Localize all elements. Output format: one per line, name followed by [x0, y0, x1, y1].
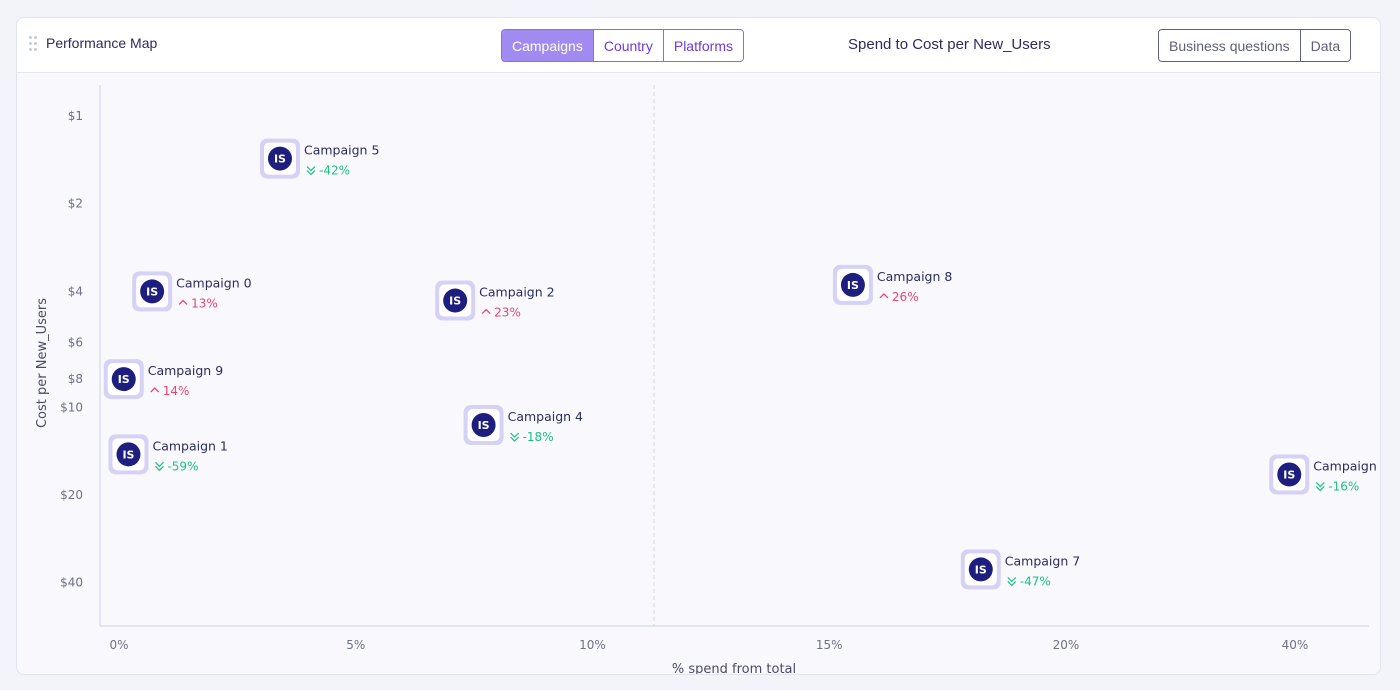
point-label: Campaign 8 [877, 269, 952, 284]
business-questions-button[interactable]: Business questions [1159, 30, 1301, 61]
point-delta: 14% [163, 384, 190, 398]
arrow-down-icon [306, 166, 316, 176]
data-point[interactable]: IS Campaign 5 -42% [259, 138, 379, 179]
campaign-logo-icon [116, 442, 141, 467]
x-tick-label: 40% [1282, 638, 1309, 652]
point-delta: 26% [892, 290, 919, 304]
chart-area: 0% 5% 10% 15% 20% 40% $1 $2 $4 $6 $8 $10 $20 $40 % spe… [17, 73, 1380, 674]
campaign-logo-icon [267, 146, 292, 171]
y-axis-label: Cost per New_Users [35, 298, 50, 428]
data-point[interactable]: IS Campaign 1 -59% [108, 434, 228, 475]
y-tick-label: $40 [60, 576, 83, 590]
point-label: Campaign 5 [304, 143, 379, 158]
data-point[interactable]: IS Campaign 7 -47% [960, 549, 1080, 590]
x-axis-label: % spend from total [672, 662, 796, 674]
campaign-logo-icon [140, 279, 165, 304]
point-delta: 13% [191, 296, 218, 310]
campaign-logo-text: IS [122, 448, 134, 461]
arrow-down-icon [510, 432, 520, 442]
campaign-logo-text: IS [975, 563, 987, 576]
campaign-logo-text: IS [449, 295, 461, 308]
arrow-up-icon [879, 292, 889, 299]
point-delta: -16% [1328, 479, 1359, 493]
data-point[interactable]: IS Campaign 8 26% [832, 264, 952, 305]
campaign-logo-icon [968, 557, 993, 582]
y-tick-label: $8 [68, 372, 83, 386]
point-delta: -59% [167, 459, 198, 473]
y-tick-label: $1 [68, 109, 83, 123]
x-tick-label: 15% [816, 638, 843, 652]
scatter-chart: 0% 5% 10% 15% 20% 40% $1 $2 $4 $6 $8 $10 $20 $40 % spe… [35, 85, 1380, 674]
point-label: Campaign 0 [176, 275, 251, 290]
campaign-logo-text: IS [274, 153, 286, 166]
arrow-down-icon [1315, 482, 1325, 492]
campaign-logo-icon [111, 367, 136, 392]
data-point[interactable]: IS Campaign 0 13% [132, 271, 252, 312]
point-delta: -42% [319, 164, 350, 178]
data-point[interactable]: IS Campaign 2 23% [435, 280, 555, 321]
campaign-logo-icon [471, 413, 496, 438]
campaign-logo-icon [840, 272, 865, 297]
campaign-logo-icon [1277, 462, 1302, 487]
arrow-up-icon [178, 299, 188, 305]
point-label: Campaign 6 [1313, 458, 1380, 473]
data-point[interactable]: IS Campaign 4 -18% [463, 405, 583, 446]
view-toggle: Business questions Data [1158, 29, 1352, 62]
tab-country[interactable]: Country [593, 30, 664, 61]
tab-campaigns[interactable]: Campaigns [502, 30, 594, 61]
point-delta: -18% [523, 430, 554, 444]
x-tick-label: 20% [1053, 638, 1080, 652]
arrow-up-icon [150, 387, 160, 393]
data-button[interactable]: Data [1300, 30, 1351, 61]
x-tick-label: 0% [109, 638, 128, 652]
campaign-logo-text: IS [118, 373, 130, 386]
arrow-down-icon [155, 461, 164, 472]
point-label: Campaign 1 [152, 438, 227, 453]
x-tick-label: 5% [346, 638, 365, 652]
campaign-logo-text: IS [146, 285, 158, 298]
point-delta: 23% [494, 306, 521, 320]
arrow-down-icon [1007, 576, 1017, 587]
point-label: Campaign 9 [148, 363, 223, 378]
data-point[interactable]: IS Campaign 6 -16% [1269, 454, 1380, 495]
x-tick-label: 10% [579, 638, 606, 652]
point-label: Campaign 7 [1005, 553, 1080, 568]
tab-platforms[interactable]: Platforms [663, 30, 743, 61]
point-label: Campaign 4 [508, 409, 583, 424]
point-label: Campaign 2 [479, 285, 554, 300]
y-tick-label: $6 [68, 336, 83, 350]
panel-title: Performance Map [46, 35, 158, 51]
performance-map-panel: Performance Map Campaigns Country Platfo… [16, 17, 1381, 675]
campaign-logo-text: IS [847, 279, 859, 292]
chart-title: Spend to Cost per New_Users [848, 36, 1051, 53]
y-tick-label: $2 [68, 197, 83, 211]
drag-handle-icon[interactable] [29, 36, 37, 54]
point-delta: -47% [1020, 574, 1051, 588]
arrow-up-icon [481, 308, 491, 315]
dimension-tabs: Campaigns Country Platforms [501, 29, 744, 62]
panel-header: Performance Map Campaigns Country Platfo… [17, 18, 1380, 73]
data-point[interactable]: IS Campaign 9 14% [103, 359, 223, 400]
y-tick-label: $20 [60, 488, 83, 502]
campaign-logo-text: IS [1283, 468, 1295, 481]
y-tick-label: $10 [60, 400, 83, 414]
y-tick-label: $4 [68, 284, 83, 298]
campaign-logo-text: IS [478, 419, 490, 432]
campaign-logo-icon [443, 288, 468, 313]
